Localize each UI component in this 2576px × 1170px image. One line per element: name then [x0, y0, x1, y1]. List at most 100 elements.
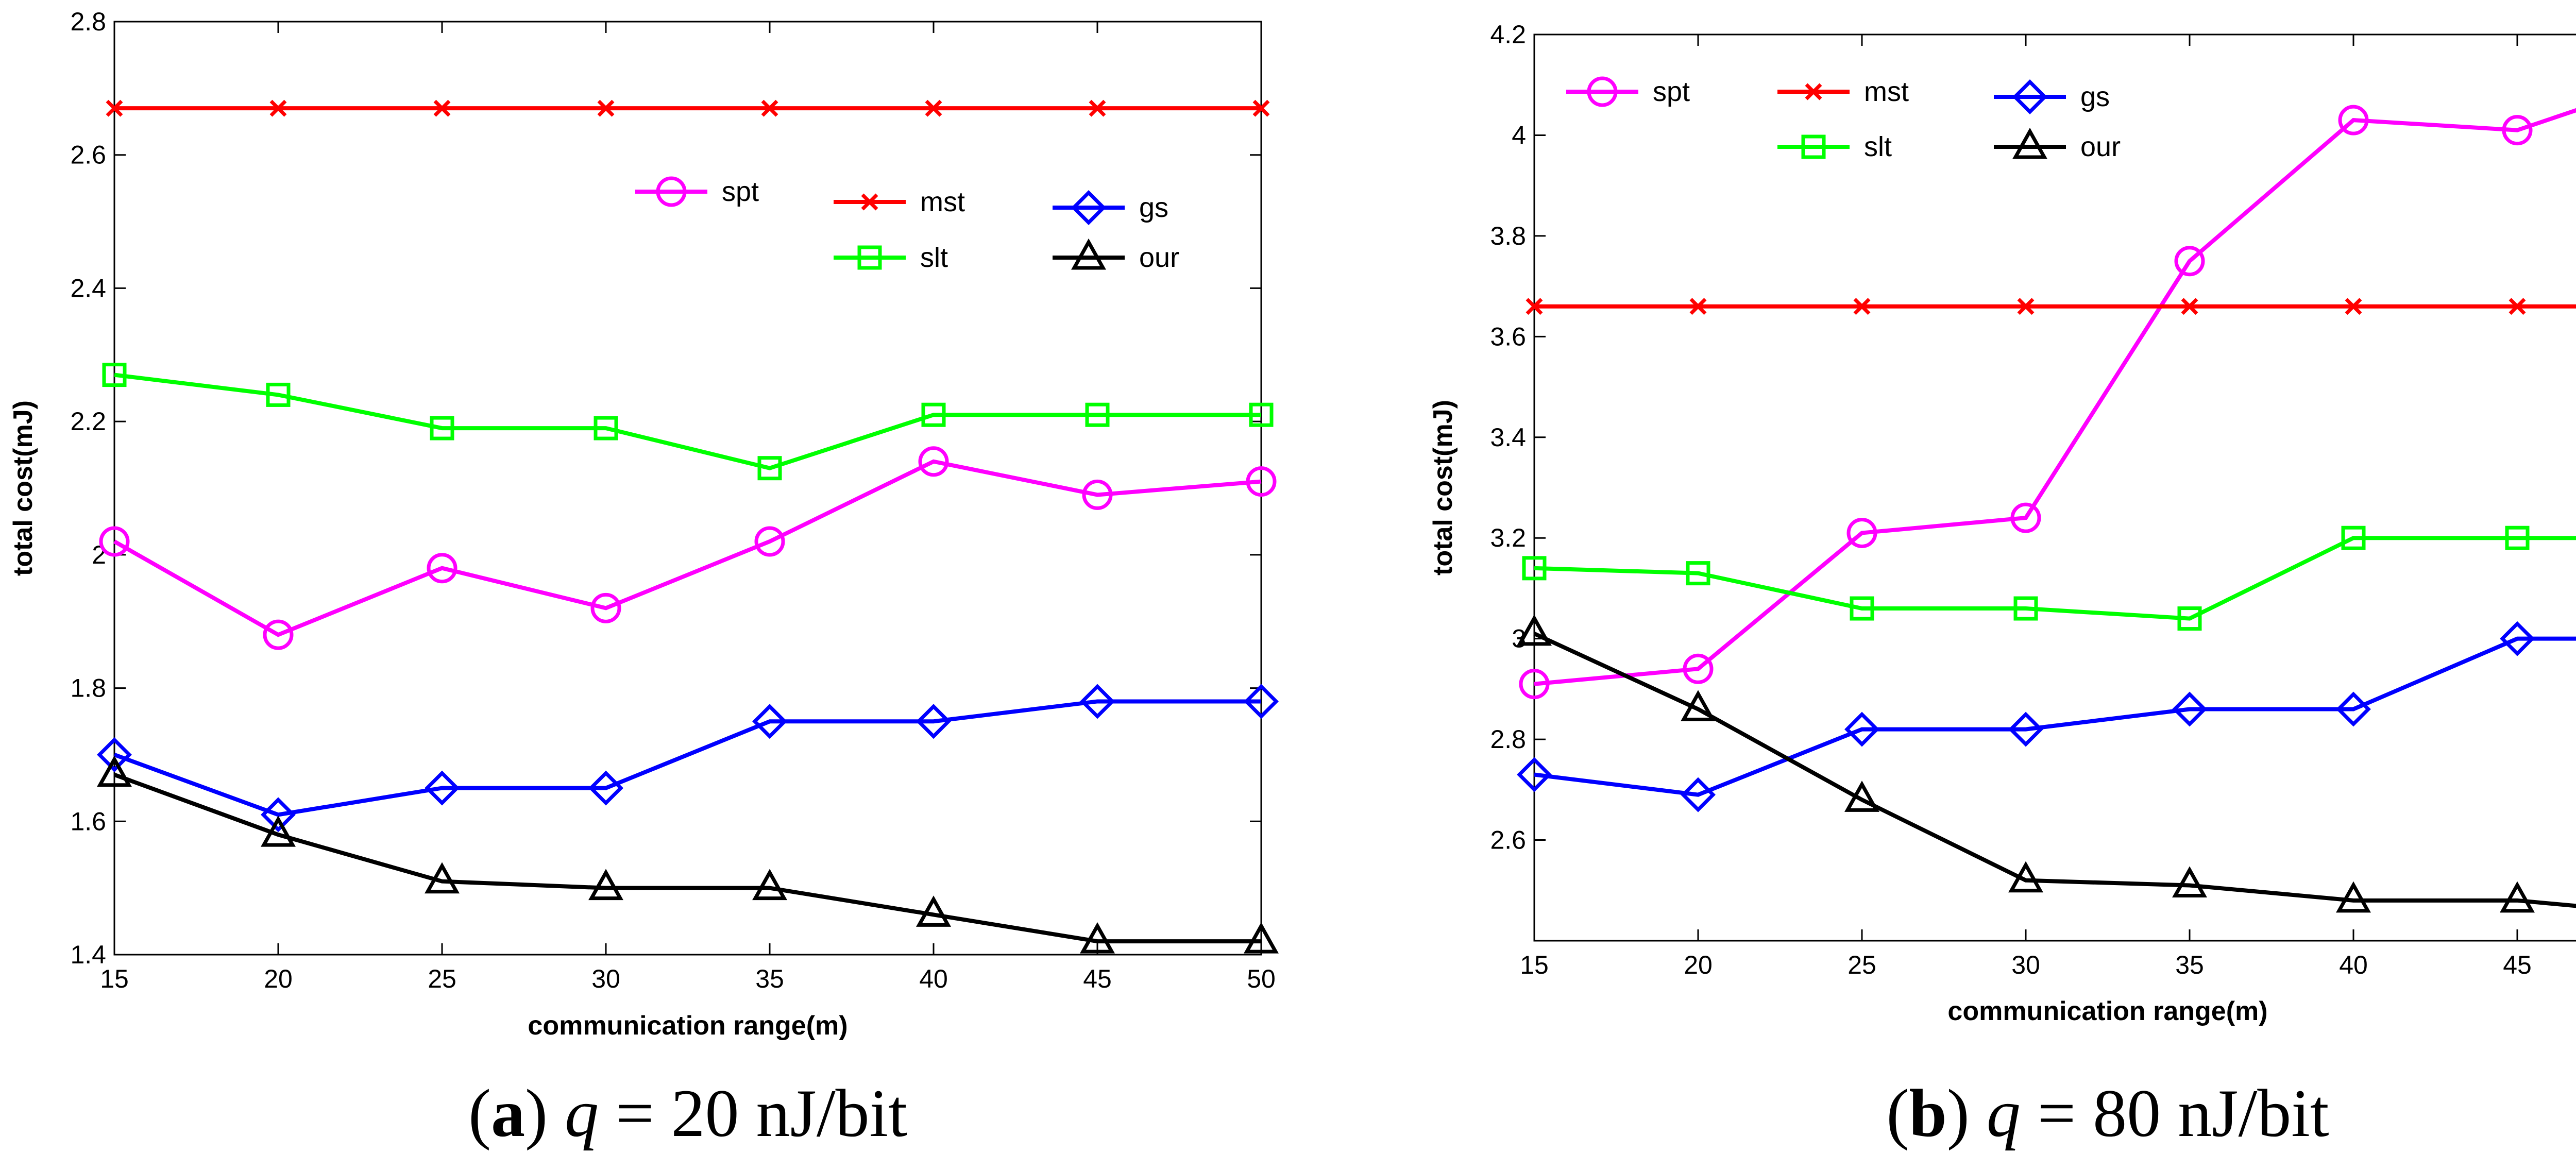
x-tick-label: 30 — [2011, 951, 2040, 979]
legend-label-slt: slt — [920, 242, 948, 273]
chart-panel-b: 15202530354045502.62.833.23.43.63.844.2s… — [1428, 20, 2576, 1151]
legend-marker-spt — [1587, 76, 1618, 107]
legend-marker-our — [2012, 127, 2047, 159]
y-tick-label: 2.8 — [70, 7, 106, 36]
legend-label-gs: gs — [2080, 81, 2110, 112]
y-tick-label: 1.6 — [70, 807, 106, 836]
point-gs — [261, 797, 296, 833]
point-slt — [1850, 596, 1874, 621]
point-spt — [1846, 517, 1877, 548]
y-tick-label: 3.8 — [1490, 222, 1526, 250]
point-our — [1681, 690, 1716, 721]
point-gs — [1080, 684, 1115, 719]
panel-caption: (a) q = 20 nJ/bit — [468, 1075, 907, 1151]
point-gs — [588, 770, 623, 806]
point-spt — [1082, 479, 1113, 510]
point-gs — [1517, 757, 1552, 792]
point-slt — [757, 456, 782, 481]
x-tick-label: 50 — [1247, 964, 1276, 993]
y-tick-label: 4 — [1512, 121, 1526, 149]
y-tick-label: 1.8 — [70, 674, 106, 703]
point-gs — [425, 770, 460, 806]
legend-label-gs: gs — [1139, 192, 1168, 223]
legend-marker-spt — [656, 176, 687, 207]
x-axis-label: communication range(m) — [528, 1011, 848, 1041]
point-gs — [97, 737, 132, 772]
point-mst — [761, 99, 778, 117]
series-line-our — [113, 772, 1261, 944]
point-mst — [1089, 99, 1106, 117]
y-tick-label: 3.2 — [1490, 523, 1526, 552]
series-line-spt — [1534, 108, 2576, 686]
y-tick-label: 2.8 — [1490, 725, 1526, 754]
point-mst — [1689, 298, 1707, 315]
point-mst — [925, 99, 942, 117]
series-line-our — [1533, 632, 2576, 908]
point-mst — [106, 99, 123, 117]
point-slt — [430, 416, 454, 440]
point-our — [588, 869, 623, 901]
point-spt — [427, 553, 457, 584]
y-tick-label: 2 — [92, 540, 106, 569]
plot-frame — [1533, 33, 2576, 942]
point-spt — [99, 526, 130, 557]
point-our — [2008, 861, 2043, 893]
legend-label-our: our — [1139, 242, 1179, 273]
point-gs — [2336, 691, 2371, 727]
point-slt — [2341, 525, 2366, 550]
point-our — [97, 755, 132, 787]
point-gs — [1244, 684, 1279, 719]
legend-label-our: our — [2080, 131, 2121, 162]
x-tick-label: 15 — [100, 964, 129, 993]
point-spt — [1246, 466, 1277, 497]
point-our — [2336, 881, 2371, 913]
point-slt — [102, 363, 127, 387]
y-tick-label: 2.4 — [70, 274, 106, 302]
y-tick-label: 3.4 — [1490, 423, 1526, 452]
point-spt — [590, 592, 621, 623]
point-our — [1517, 614, 1552, 646]
x-tick-label: 20 — [1684, 951, 1713, 979]
legend-marker-slt — [857, 245, 882, 270]
point-spt — [2174, 246, 2205, 277]
point-gs — [1681, 777, 1716, 812]
point-our — [261, 815, 296, 847]
panel-caption: (b) q = 80 nJ/bit — [1886, 1075, 2329, 1151]
point-our — [1080, 922, 1115, 954]
point-mst — [1526, 298, 1543, 315]
point-gs — [752, 704, 787, 739]
x-tick-label: 40 — [2339, 951, 2368, 979]
series-line-spt — [113, 459, 1262, 637]
series-line-gs — [1534, 636, 2576, 797]
point-slt — [1522, 556, 1547, 581]
point-slt — [2013, 596, 2038, 621]
point-gs — [1844, 711, 1879, 747]
point-spt — [918, 446, 949, 477]
point-mst — [2509, 298, 2526, 315]
point-slt — [266, 382, 291, 407]
point-mst — [2181, 298, 2198, 315]
y-axis-label: total cost(mJ) — [8, 400, 38, 576]
x-tick-label: 35 — [755, 964, 784, 993]
legend-marker-gs — [2012, 79, 2047, 114]
point-mst — [2345, 298, 2362, 315]
point-our — [1244, 922, 1279, 954]
x-tick-label: 15 — [1520, 951, 1549, 979]
y-tick-label: 2.6 — [1490, 826, 1526, 855]
point-our — [425, 862, 460, 894]
point-our — [752, 869, 787, 901]
x-tick-label: 40 — [919, 964, 948, 993]
x-axis-label: communication range(m) — [1947, 996, 2267, 1026]
legend-marker-mst — [861, 193, 878, 211]
point-slt — [594, 416, 618, 440]
legend-marker-gs — [1071, 190, 1106, 225]
series-line-slt — [1534, 536, 2576, 621]
y-tick-label: 2.6 — [70, 141, 106, 169]
legend-marker-mst — [1805, 83, 1822, 100]
legend-label-mst: mst — [1864, 76, 1909, 107]
legend-marker-our — [1071, 238, 1106, 270]
point-spt — [2338, 105, 2369, 135]
x-tick-label: 45 — [2503, 951, 2532, 979]
point-spt — [754, 526, 785, 557]
